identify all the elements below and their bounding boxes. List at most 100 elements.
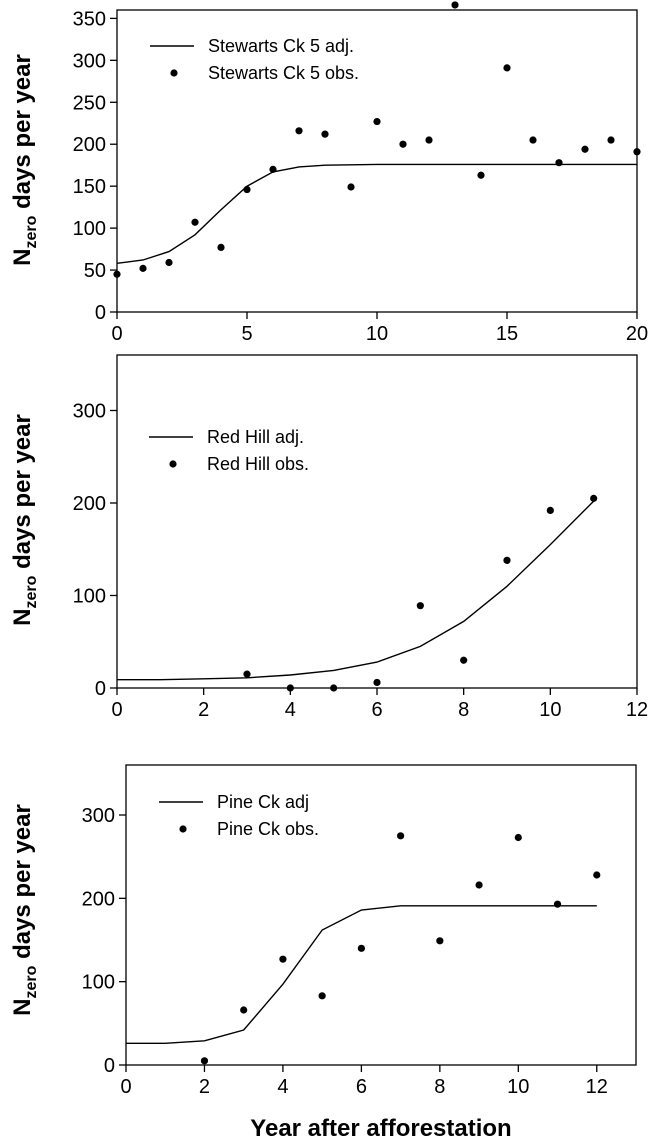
observed-point [399, 140, 407, 148]
legend-label-obs: Stewarts Ck 5 obs. [208, 63, 359, 83]
observed-point [286, 684, 294, 692]
y-tick-label: 350 [73, 8, 106, 30]
observed-point [321, 130, 329, 138]
y-axis-label-rest: days per year [9, 804, 36, 965]
fit-line [117, 500, 595, 681]
x-tick-label: 20 [626, 323, 648, 345]
y-tick-label: 200 [73, 493, 106, 515]
y-tick-label: 100 [73, 586, 106, 608]
legend-label-obs: Red Hill obs. [207, 454, 309, 474]
x-tick-label: 6 [371, 699, 382, 721]
observed-point [357, 944, 365, 952]
observed-point [475, 881, 483, 889]
x-tick-label: 0 [111, 699, 122, 721]
x-tick-label: 5 [241, 323, 252, 345]
observed-point [607, 136, 615, 144]
observed-point [165, 258, 173, 267]
y-axis-label-rest: days per year [9, 414, 36, 575]
observed-point [139, 264, 147, 272]
y-tick-label: 200 [82, 888, 115, 910]
legend-label-obs: Pine Ck obs. [217, 819, 319, 839]
observed-point [240, 1006, 248, 1014]
legend-label-adj: Pine Ck adj [217, 792, 309, 812]
observed-point [269, 165, 277, 173]
y-tick-label: 300 [82, 805, 115, 827]
fit-line [126, 905, 597, 1045]
y-axis-label: Nzero days per year [9, 414, 40, 626]
x-tick-label: 10 [507, 1076, 529, 1098]
x-tick-label: 4 [277, 1076, 288, 1098]
y-axis-label: Nzero days per year [9, 54, 40, 266]
y-axis-label-subscript: zero [23, 965, 40, 998]
x-tick-label: 12 [626, 699, 648, 721]
y-tick-label: 0 [95, 678, 106, 700]
observed-point [477, 171, 485, 179]
x-tick-label: 2 [199, 1076, 210, 1098]
y-tick-label: 0 [104, 1055, 115, 1077]
y-tick-label: 100 [73, 218, 106, 240]
x-tick-label: 2 [198, 699, 209, 721]
observed-point [279, 955, 287, 963]
observed-point [113, 270, 121, 278]
observed-point [503, 64, 511, 72]
observed-point [416, 602, 424, 610]
observed-point [330, 684, 338, 692]
x-tick-label: 0 [111, 323, 122, 345]
x-tick-label: 15 [496, 323, 518, 345]
legend-point-swatch [179, 825, 187, 833]
panel-red-hill: 0 2 4 6 8 10 12 0 100 200 300 Red Hill adj. Red Hill… [9, 354, 648, 721]
y-tick-label: 300 [73, 50, 106, 72]
x-tick-label: 8 [458, 699, 469, 721]
observed-point [460, 656, 468, 664]
plot-frame [116, 354, 638, 689]
fit-line [116, 163, 637, 264]
y-axis-label-subscript: zero [23, 215, 40, 248]
x-tick-label: 10 [366, 323, 388, 345]
observed-point [397, 832, 405, 840]
x-tick-label: 4 [285, 699, 296, 721]
y-axis-label-rest: days per year [9, 54, 36, 215]
observed-point [295, 127, 303, 135]
observed-point [555, 159, 563, 167]
observed-point [318, 992, 326, 1000]
observed-point [529, 136, 537, 144]
observed-point [425, 136, 433, 144]
x-axis-label: Year after afforestation [250, 1115, 511, 1142]
legend-point-swatch [169, 460, 177, 468]
y-tick-label: 300 [73, 401, 106, 423]
y-tick-label: 0 [95, 302, 106, 324]
x-tick-label: 0 [120, 1076, 131, 1098]
observed-point [633, 148, 641, 156]
observed-point [590, 494, 598, 502]
y-axis-label: Nzero days per year [9, 804, 40, 1016]
legend-point-swatch [170, 69, 178, 77]
x-tick-label: 8 [434, 1076, 445, 1098]
observed-point [451, 1, 459, 9]
x-tick-label: 6 [356, 1076, 367, 1098]
observed-point [347, 183, 355, 191]
y-tick-label: 100 [82, 972, 115, 994]
y-axis-label-main: N [9, 999, 36, 1016]
observed-point [593, 871, 601, 879]
plot-frame [125, 764, 637, 1066]
observed-point [436, 937, 444, 945]
y-axis-label-subscript: zero [23, 575, 40, 608]
observed-point [503, 556, 511, 564]
observed-point [217, 243, 225, 252]
y-tick-label: 150 [73, 176, 106, 198]
y-tick-label: 200 [73, 134, 106, 156]
observed-point [581, 145, 589, 153]
observed-point [553, 900, 562, 908]
observed-point [373, 117, 381, 126]
panel-pine-ck: 0 2 4 6 8 10 12 0 100 200 300 Pine Ck adj Pine Ck ob… [9, 764, 637, 1098]
observed-point [243, 670, 251, 678]
observed-point [514, 833, 522, 842]
observed-point [200, 1057, 209, 1065]
observed-point [191, 218, 199, 226]
y-axis-label-main: N [9, 249, 36, 266]
legend-label-adj: Stewarts Ck 5 adj. [208, 36, 354, 56]
observed-point [243, 185, 251, 194]
x-tick-label: 12 [586, 1076, 608, 1098]
